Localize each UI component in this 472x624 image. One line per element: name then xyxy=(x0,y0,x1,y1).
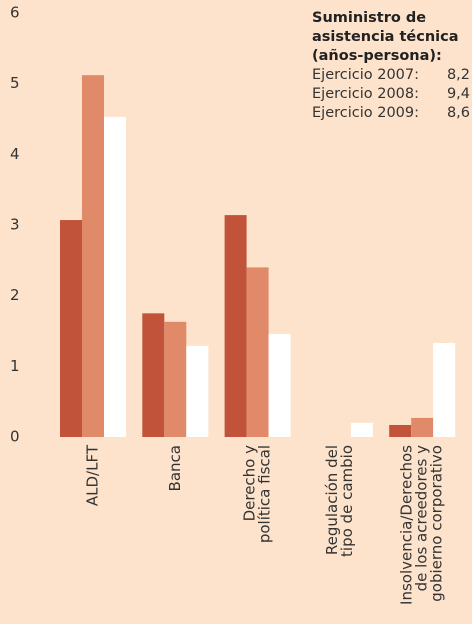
legend-title: Suministro de xyxy=(312,10,426,26)
bar xyxy=(142,313,165,437)
y-tick-label: 3 xyxy=(10,216,20,234)
legend-total: 8,2 xyxy=(447,67,470,83)
bar xyxy=(268,333,291,437)
x-tick-label: de los acreedores y xyxy=(413,445,431,592)
bar xyxy=(104,116,126,437)
x-tick-label: política fiscal xyxy=(256,445,274,543)
legend-total: 9,4 xyxy=(447,86,470,102)
legend-entry: Ejercicio 2009: xyxy=(312,105,419,121)
bar xyxy=(389,424,412,437)
y-tick-label: 4 xyxy=(10,145,20,163)
legend-title: asistencia técnica xyxy=(312,29,459,45)
x-tick-label: gobierno corporativo xyxy=(428,445,446,602)
bar xyxy=(164,321,187,437)
legend-total: 8,6 xyxy=(447,105,470,121)
bar xyxy=(246,267,269,437)
legend-entry: Ejercicio 2007: xyxy=(312,67,419,83)
x-tick-label: tipo de cambio xyxy=(338,445,356,557)
y-tick-label: 6 xyxy=(10,4,20,22)
x-tick-label: Banca xyxy=(166,445,184,491)
x-tick-label: Insolvencia/Derechos xyxy=(398,445,416,605)
y-tick-label: 5 xyxy=(10,74,20,92)
legend-title: (años-persona): xyxy=(312,48,442,64)
bar xyxy=(82,75,104,437)
x-tick-label: Derecho y xyxy=(241,445,259,522)
y-tick-label: 0 xyxy=(10,428,20,446)
legend-entry: Ejercicio 2008: xyxy=(312,86,419,102)
bar xyxy=(186,345,209,437)
x-tick-label: Regulación del xyxy=(323,445,341,555)
x-tick-label: ALD/LFT xyxy=(84,444,102,506)
bar xyxy=(350,422,373,437)
bar xyxy=(433,343,456,437)
y-tick-label: 2 xyxy=(10,286,20,304)
bar xyxy=(60,220,82,437)
bar xyxy=(224,215,247,437)
bar xyxy=(411,417,434,437)
y-tick-label: 1 xyxy=(10,357,20,375)
